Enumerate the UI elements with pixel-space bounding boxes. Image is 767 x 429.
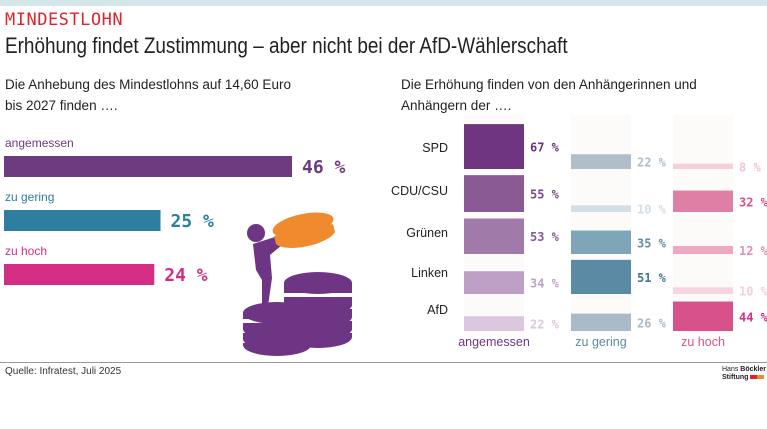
right-bar-chart: SPD CDU/CSU Grünen Linken AfD 67 % 55 % 53 % 34 … <box>391 115 767 349</box>
bar-value-label: 26 % <box>637 316 667 330</box>
bar-value-label: 22 % <box>530 318 560 332</box>
bar-value-label: 51 % <box>637 271 667 285</box>
series-label: zu hoch <box>681 335 725 349</box>
bar <box>673 190 733 212</box>
column-background <box>571 115 631 336</box>
series-label: zu gering <box>575 335 626 349</box>
bar <box>673 287 733 294</box>
bar <box>673 163 733 169</box>
bar-category-label: angemessen <box>5 136 74 150</box>
bar-value-label: 67 % <box>530 141 560 155</box>
bar <box>571 259 631 294</box>
logo-text: Stiftung <box>722 374 749 381</box>
kicker: MINDESTLOHN <box>5 10 124 30</box>
bar-value-label: 10 % <box>739 285 767 299</box>
party-label: CDU/CSU <box>391 184 448 198</box>
party-label: Linken <box>411 266 448 280</box>
top-band <box>0 0 767 6</box>
party-label: AfD <box>427 303 448 317</box>
bar-value-label: 35 % <box>637 236 667 250</box>
bar-category-label: zu gering <box>5 190 54 204</box>
bar <box>571 230 631 254</box>
logo-mark <box>750 375 758 380</box>
chart-svg: angemessen 46 % zu gering 25 % zu hoch 24 % S… <box>4 115 767 356</box>
bar <box>4 156 292 177</box>
logo-text: Hans <box>722 366 739 373</box>
bar <box>4 210 161 231</box>
hans-boeckler-logo: Hans Böckler Stiftung <box>722 366 766 382</box>
right-subtitle: Die Erhöhung finden von den Anhängerinne… <box>401 74 697 116</box>
bar <box>673 301 733 331</box>
bar-value-label: 46 % <box>302 157 346 178</box>
logo-mark <box>757 375 765 380</box>
bar-value-label: 34 % <box>530 277 560 291</box>
bar-value-label: 55 % <box>530 188 560 202</box>
left-subtitle: Die Anhebung des Mindestlohns auf 14,60 … <box>5 74 291 116</box>
bar <box>673 245 733 254</box>
source-note: Quelle: Infratest, Juli 2025 <box>5 366 122 377</box>
bar-value-label: 10 % <box>637 203 667 217</box>
column-background <box>673 115 733 336</box>
party-label: Grünen <box>406 226 448 240</box>
bar-value-label: 12 % <box>739 244 767 258</box>
bar-value-label: 25 % <box>171 211 215 232</box>
bar-value-label: 44 % <box>739 310 767 324</box>
bar <box>464 218 524 254</box>
bar <box>464 175 524 212</box>
bar <box>464 124 524 169</box>
bar-value-label: 32 % <box>739 195 767 209</box>
bar <box>464 271 524 294</box>
logo-text: Böckler <box>740 366 766 373</box>
bar <box>571 205 631 212</box>
bar-category-label: zu hoch <box>5 244 47 258</box>
left-subtitle-line1: Die Anhebung des Mindestlohns auf 14,60 … <box>5 77 291 92</box>
bar <box>571 313 631 331</box>
right-subtitle-line1: Die Erhöhung finden von den Anhängerinne… <box>401 77 697 92</box>
bar-value-label: 8 % <box>739 160 761 174</box>
bar-value-label: 53 % <box>530 230 560 244</box>
bar <box>571 154 631 169</box>
person-stacking-coins-icon <box>243 212 352 356</box>
footer-divider <box>0 362 767 363</box>
left-subtitle-line2: bis 2027 finden …. <box>5 98 118 113</box>
right-subtitle-line2: Anhängern der …. <box>401 98 512 113</box>
left-bar-chart: angemessen 46 % zu gering 25 % zu hoch 24 % <box>4 136 346 286</box>
bar-value-label: 24 % <box>164 265 208 286</box>
party-label: SPD <box>422 141 448 155</box>
bar-value-label: 22 % <box>637 156 667 170</box>
bar <box>4 264 155 285</box>
bar <box>464 316 524 331</box>
page-title: Erhöhung findet Zustimmung – aber nicht … <box>5 33 568 58</box>
series-label: angemessen <box>458 335 530 349</box>
